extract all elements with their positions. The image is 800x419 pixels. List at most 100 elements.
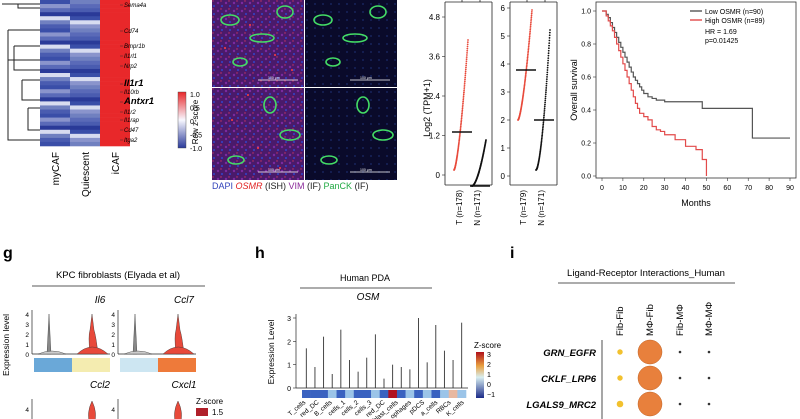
panel-h-legend-tick: 2 — [487, 362, 491, 369]
heatmap-cell — [100, 44, 130, 49]
micro-green-structures — [220, 5, 394, 165]
km-legend-entry: High OSMR (n=89) — [705, 18, 765, 25]
heatmap-cell — [40, 85, 70, 90]
km-xtick: 10 — [619, 185, 627, 192]
heatmap-cell — [40, 40, 70, 45]
km-xlabel: Months — [681, 198, 711, 208]
scatter-ytick: 2.4 — [429, 92, 441, 101]
panel-h-zscore-cell — [310, 390, 320, 398]
heatmap-cell — [70, 68, 100, 74]
panel-g-ytick: 3 — [25, 322, 29, 329]
micro-scale-label: 100 μm — [268, 168, 280, 172]
km-curve — [602, 10, 708, 176]
heatmap-cell — [70, 93, 100, 98]
heatmap-cell — [100, 40, 130, 45]
heatmap-cell — [40, 89, 70, 94]
heatmap-cell — [40, 48, 70, 54]
heatmap-panel: Sema4a Cd74 Bmpr1b Il1rl1 Nrp2 Il1r1Il10rbAnt… — [2, 0, 202, 197]
panel-i-column-labels: Fib-Fib MΦ-Fib Fib-MΦ MΦ-MΦ — [615, 301, 715, 336]
heatmap-cell — [40, 105, 70, 110]
scatter-ytick: 0 — [501, 172, 506, 181]
heatmap-gene-label: Il1rl1 — [124, 54, 137, 60]
heatmap-cell — [70, 28, 100, 33]
panel-g-ytick: 0 — [25, 352, 29, 359]
heatmap-cell — [100, 117, 130, 122]
heatmap-cell — [40, 32, 70, 37]
heatmap-cell — [70, 105, 100, 110]
heatmap-cell — [40, 44, 70, 49]
km-legend-entry: Low OSMR (n=90) — [705, 9, 763, 16]
panel-i-dot — [617, 375, 623, 381]
heatmap-cell — [100, 52, 130, 58]
panel-g-legend-title: Z-score — [196, 397, 224, 406]
panel-h-zscore-cell — [422, 390, 432, 398]
heatmap-cell — [40, 0, 70, 5]
panel-g-zscore-cell — [72, 358, 110, 372]
panel-h-legend-bar — [476, 352, 484, 398]
micro-tile-merge-bottom — [212, 88, 304, 180]
heatmap-cell — [70, 101, 100, 106]
heatmap-cell — [70, 56, 100, 62]
heatmap-legend-tick: 0.5 — [190, 106, 200, 113]
km-axes: 0 10 20 30 40 50 60 70 80 90 0.0 0.2 0.4 0.6 0.8 1.0 — [581, 9, 794, 193]
panel-g-gene-title: Ccl7 — [174, 295, 194, 306]
heatmap-cell — [70, 141, 100, 147]
scatter-ytick: 4.8 — [429, 13, 441, 22]
heatmap-cell — [70, 36, 100, 41]
panel-g-ytick: 4 — [25, 312, 29, 319]
heatmap-cell — [40, 12, 70, 17]
heatmap-cell — [40, 28, 70, 33]
heatmap-cell — [40, 36, 70, 41]
heatmap-cell — [70, 97, 100, 102]
km-ytick: 0.4 — [581, 108, 591, 115]
scatter-ytick: 1.2 — [429, 132, 441, 141]
panel-g-ytick: 3 — [111, 322, 115, 329]
scatter-ytick: 4 — [501, 60, 506, 69]
heatmap-cell — [40, 133, 70, 139]
expression-scatter-right: 6 5 4 3 2 1 0 T (n=179) N (n=171) — [501, 0, 558, 226]
micro-stain-legend: DAPI OSMR (ISH) VIM (IF) PanCK (IF) — [212, 181, 369, 191]
km-annotation: HR = 1.69 — [705, 29, 737, 36]
panel-h-ytick: 0 — [287, 386, 291, 393]
heatmap-cell — [100, 93, 130, 98]
heatmap-cell — [40, 129, 70, 135]
panel-h: h Human PDA OSM Expression Level 0 1 2 3 T_… — [255, 245, 502, 419]
micro-scale-label: 100 μm — [360, 168, 372, 172]
heatmap-cell — [40, 109, 70, 114]
scatter-group-label: T (n=178) — [455, 190, 464, 225]
panel-i-column-label: Fib-Fib — [615, 306, 626, 336]
panel-g-ytick: 4 — [25, 407, 29, 414]
heatmap-cell — [40, 16, 70, 21]
heatmap-cell — [70, 20, 100, 25]
panel-h-title: Human PDA — [340, 273, 390, 283]
panel-g-legend-value: 1.5 — [212, 408, 224, 417]
micro-scale-bars: 100 μm 100 μm 100 μm 100 μm — [258, 76, 390, 173]
panel-h-bars — [305, 318, 463, 388]
km-curve — [602, 10, 790, 139]
panel-i-row-label: GRN_EGFR — [543, 348, 596, 359]
heatmap-cell — [70, 24, 100, 29]
heatmap-gene-label: Bmpr1b — [124, 44, 146, 50]
panel-h-zscore-cell — [448, 390, 458, 398]
km-xtick: 60 — [723, 185, 731, 192]
expression-scatter-left: 4.8 3.6 2.4 1.2 0 Log2 (TPM+1) T (n=178) N (n… — [422, 0, 493, 226]
heatmap-cell — [70, 60, 100, 66]
heatmap-column-label: Quiescent — [81, 152, 92, 197]
scatter-ytick: 3 — [501, 88, 506, 97]
heatmap-cell — [40, 101, 70, 106]
panel-h-letter: h — [255, 245, 265, 262]
heatmap-cell — [100, 60, 130, 66]
panel-h-zscore-cell — [405, 390, 415, 398]
scatter-right-points — [516, 9, 554, 171]
panel-i-dot — [707, 350, 711, 354]
heatmap-column-label: iCAF — [111, 152, 122, 174]
panel-g-gene-title: Ccl2 — [90, 380, 110, 391]
panel-i-dot — [707, 402, 711, 406]
heatmap-cell — [70, 64, 100, 70]
heatmap-legend-tick: 0 — [190, 119, 194, 126]
heatmap-cell — [100, 32, 130, 37]
micro-tile-merge-top — [212, 0, 304, 87]
panel-i-letter: i — [510, 245, 514, 262]
panel-g-ytick: 0 — [111, 352, 115, 359]
km-curves — [602, 10, 790, 176]
